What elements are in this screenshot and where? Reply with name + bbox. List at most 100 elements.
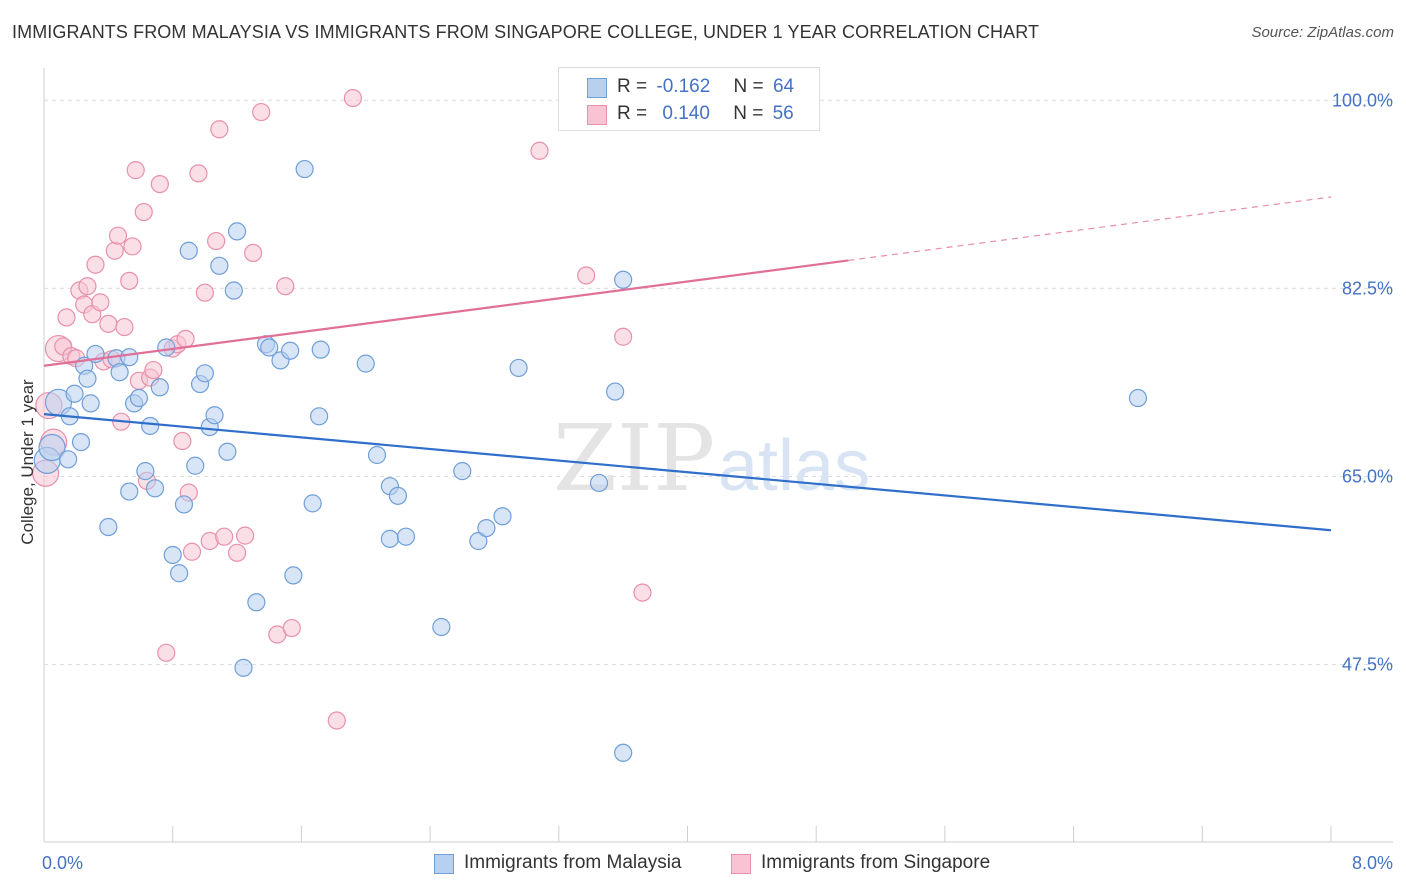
singapore-point-12 <box>86 255 105 274</box>
malaysia-n-label: N = <box>733 76 764 97</box>
malaysia-point-27 <box>186 456 205 475</box>
singapore-point-33 <box>173 431 192 451</box>
malaysia-point-45 <box>309 407 329 426</box>
singapore-point-53 <box>577 266 596 285</box>
malaysia-point-15 <box>120 348 139 367</box>
malaysia-point-21 <box>150 378 169 397</box>
malaysia-point-14 <box>120 482 139 501</box>
malaysia-point-53 <box>432 617 451 637</box>
singapore-trend-extension <box>848 196 1332 262</box>
malaysia-point-37 <box>247 593 266 612</box>
watermark-zip: ZIP <box>553 405 715 512</box>
singapore-point-20 <box>115 317 134 337</box>
malaysia-point-34 <box>224 281 243 300</box>
singapore-point-50 <box>327 711 346 730</box>
malaysia-point-29 <box>195 364 214 383</box>
malaysia-point-35 <box>227 222 247 241</box>
malaysia-point-49 <box>380 529 399 548</box>
malaysia-point-33 <box>218 442 237 461</box>
singapore-r-label: R = <box>617 103 648 124</box>
malaysia-point-55 <box>469 531 488 551</box>
malaysia-point-32 <box>210 256 229 275</box>
malaysia-point-26 <box>179 241 198 260</box>
malaysia-point-56 <box>477 518 496 538</box>
y-tick-label-3: 100.0% <box>1332 90 1393 110</box>
singapore-point-52 <box>530 141 549 160</box>
malaysia-point-6 <box>71 433 91 452</box>
singapore-point-5 <box>57 308 76 327</box>
malaysia-point-8 <box>78 369 97 388</box>
malaysia-point-24 <box>170 564 189 583</box>
malaysia-point-25 <box>174 495 194 514</box>
malaysia-point-41 <box>281 341 300 360</box>
legend-malaysia-swatch <box>434 854 454 874</box>
singapore-n-value: 56 <box>772 103 794 124</box>
singapore-n-label: N = <box>733 103 764 124</box>
malaysia-point-44 <box>303 494 322 513</box>
malaysia-point-42 <box>284 566 303 585</box>
singapore-point-13 <box>91 293 110 312</box>
malaysia-point-23 <box>163 545 182 565</box>
malaysia-point-58 <box>509 358 528 378</box>
singapore-point-55 <box>633 583 652 602</box>
singapore-point-29 <box>150 175 169 194</box>
malaysia-point-31 <box>205 406 224 425</box>
legend-singapore-swatch <box>731 854 751 874</box>
legend-malaysia-label: Immigrants from Malaysia <box>464 852 682 873</box>
singapore-point-23 <box>126 161 145 180</box>
singapore-point-30 <box>157 643 176 662</box>
singapore-point-40 <box>207 231 226 251</box>
watermark: ZIP atlas <box>553 405 870 512</box>
stats-box: R = -0.162 N = 64 R = 0.140 N = 56 <box>558 67 820 131</box>
singapore-point-37 <box>189 164 208 183</box>
legend-item-singapore: Immigrants from Singapore <box>731 852 1021 876</box>
malaysia-swatch <box>587 78 607 98</box>
malaysia-r-value: -0.162 <box>656 76 711 97</box>
malaysia-point-59 <box>589 473 609 493</box>
malaysia-point-61 <box>614 270 633 289</box>
chart-title: IMMIGRANTS FROM MALAYSIA VS IMMIGRANTS F… <box>12 22 1040 42</box>
x-tick-label-0: 0.0% <box>42 853 83 873</box>
malaysia-point-43 <box>295 159 314 179</box>
singapore-point-42 <box>215 527 234 546</box>
tick-labels: 47.5% 65.0% 82.5% 100.0% 0.0% 8.0% <box>42 90 1393 873</box>
singapore-trend-line <box>43 259 849 367</box>
malaysia-point-48 <box>367 445 387 465</box>
grid-lines <box>44 99 1393 666</box>
singapore-point-36 <box>182 542 202 561</box>
singapore-point-28 <box>144 360 163 380</box>
malaysia-point-54 <box>453 462 472 481</box>
legend-singapore-label: Immigrants from Singapore <box>761 852 991 873</box>
malaysia-n-value: 64 <box>772 76 795 97</box>
y-tick-label-1: 65.0% <box>1342 467 1393 487</box>
singapore-point-49 <box>282 618 301 638</box>
singapore-point-41 <box>210 120 229 139</box>
chart-source: Source: ZipAtlas.com <box>1251 24 1394 41</box>
malaysia-point-46 <box>311 340 330 359</box>
singapore-point-38 <box>195 283 214 302</box>
singapore-point-45 <box>244 243 263 262</box>
malaysia-point-52 <box>396 527 416 546</box>
y-tick-label-0: 47.5% <box>1342 655 1393 675</box>
malaysia-point-57 <box>493 507 512 526</box>
singapore-r-value: 0.140 <box>662 103 710 124</box>
malaysia-point-47 <box>356 354 375 373</box>
malaysia-point-22 <box>157 338 176 357</box>
series-malaysia-points <box>33 159 1148 762</box>
singapore-swatch <box>587 105 607 125</box>
malaysia-point-9 <box>81 394 100 413</box>
singapore-point-22 <box>123 237 142 256</box>
y-tick-label-2: 82.5% <box>1342 278 1393 298</box>
singapore-point-51 <box>343 88 362 108</box>
malaysia-point-63 <box>1128 388 1148 408</box>
malaysia-point-1 <box>38 433 66 462</box>
singapore-point-18 <box>108 226 128 245</box>
malaysia-point-60 <box>606 382 625 401</box>
singapore-point-15 <box>99 314 118 333</box>
malaysia-point-11 <box>99 517 118 537</box>
malaysia-r-label: R = <box>617 76 648 97</box>
malaysia-point-18 <box>136 462 155 481</box>
malaysia-point-13 <box>110 363 129 382</box>
legend-item-malaysia: Immigrants from Malaysia <box>434 852 714 876</box>
